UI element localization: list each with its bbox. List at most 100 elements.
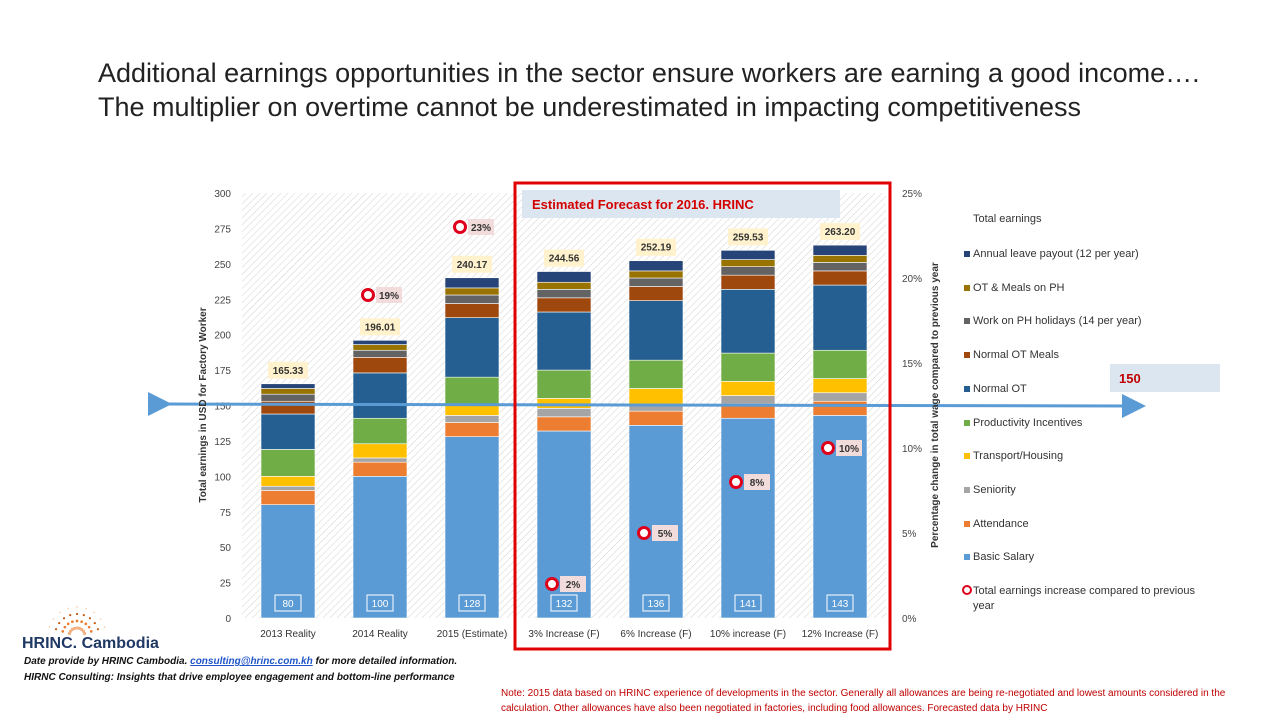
bar-segment [444, 294, 500, 304]
bar-segment [352, 349, 408, 358]
y2-tick-label: 10% [902, 444, 922, 455]
logo-dot [71, 620, 74, 624]
bar-segment [352, 461, 408, 477]
logo-dot [77, 626, 82, 630]
y2-tick-label: 25% [902, 189, 922, 200]
y-axis-title: Total earnings in USD for Factory Worker [198, 307, 209, 502]
legend-label: Seniority [973, 483, 1016, 496]
reference-value-box: 150 [1110, 364, 1220, 392]
y-tick-label: 0 [225, 614, 231, 625]
bar-segment [260, 413, 316, 450]
logo-dot [62, 617, 66, 620]
bar-segment [536, 408, 592, 418]
logo-dot [63, 625, 67, 629]
increase-label: 2% [566, 580, 581, 591]
bar-segment [260, 490, 316, 505]
legend-swatch [964, 520, 970, 527]
total-label: 259.53 [733, 232, 764, 243]
legend-item: Normal OT [960, 382, 1210, 412]
logo-dot [58, 621, 61, 625]
logo-dot [93, 611, 95, 614]
increase-label: 19% [379, 291, 399, 302]
bar-segment [536, 297, 592, 313]
bar-segment [812, 349, 868, 379]
base-label-box [642, 594, 670, 612]
forecast-label-text: Estimated Forecast for 2016. HRINC [532, 197, 754, 212]
logo-dot [75, 612, 79, 616]
total-label: 240.17 [457, 260, 488, 271]
bar-segment [628, 260, 684, 272]
bar-segment [812, 255, 868, 263]
logo-dot [87, 625, 91, 629]
bar-segment [352, 476, 408, 619]
logo-dot [75, 626, 79, 630]
bar-segment [720, 274, 776, 290]
y2-tick-label: 20% [902, 274, 922, 285]
y-tick-label: 75 [220, 508, 232, 519]
footer-line-1: Date provide by HRINC Cambodia. consulti… [24, 656, 457, 667]
y2-tick-label: 0% [902, 614, 917, 625]
footer-suffix: for more detailed information. [315, 656, 458, 667]
bar-segment [444, 422, 500, 437]
category-labels: 2013 Reality 2014 Reality 2015 (Estimate) 3… [260, 629, 878, 640]
legend-label: Work on PH holidays (14 per year) [973, 315, 1142, 328]
legend-item: Seniority [960, 483, 1210, 513]
y-tick-label: 125 [214, 437, 231, 448]
legend-item: Normal OT Meals [960, 348, 1210, 378]
category-label: 6% Increase (F) [620, 629, 691, 640]
increase-marker [361, 288, 375, 302]
base-label: 132 [556, 599, 573, 610]
bar-segment [812, 270, 868, 286]
logo-dot [59, 611, 61, 614]
bar-segment [720, 266, 776, 276]
bar-segment [536, 281, 592, 290]
bar-segment [628, 425, 684, 619]
legend-label: Basic Salary [973, 551, 1035, 564]
base-label: 80 [282, 599, 294, 610]
bar-segment [720, 381, 776, 396]
bar-segment [812, 284, 868, 351]
category-label: 2015 (Estimate) [437, 629, 508, 640]
category-label: 2013 Reality [260, 629, 316, 640]
logo-dot [67, 607, 69, 610]
bar-segment [812, 378, 868, 394]
base-label: 128 [464, 599, 481, 610]
logo-dot [69, 613, 72, 617]
y-tick-label: 200 [214, 331, 231, 342]
logo-dot [66, 622, 70, 626]
bar-segment [260, 383, 316, 389]
bar-segment [352, 372, 408, 419]
legend-title: Total earnings [973, 213, 1042, 225]
legend-label: Attendance [973, 517, 1029, 530]
category-label: 3% Increase (F) [528, 629, 599, 640]
y2-axis-title: Percentage change in total wage compared… [930, 262, 941, 548]
increase-label: 10% [839, 444, 859, 455]
footer-email-link[interactable]: consulting@hrinc.com.kh [190, 656, 313, 667]
y-tick-label: 275 [214, 224, 231, 235]
legend-label: Normal OT Meals [973, 349, 1059, 362]
bar-segment [536, 289, 592, 299]
increase-label-box [376, 287, 402, 303]
base-label-box [826, 594, 854, 612]
base-label-box [734, 594, 762, 612]
footer-line-2: HIRNC Consulting: Insights that drive em… [24, 672, 455, 683]
y-tick-label: 50 [220, 543, 232, 554]
increase-label-box [652, 525, 678, 541]
bar-segment [628, 300, 684, 361]
bar-segment [444, 405, 500, 416]
bar-segment [536, 311, 592, 371]
legend-label: Transport/Housing [973, 450, 1064, 463]
legend-swatch [964, 284, 970, 291]
bar-segment [720, 259, 776, 267]
bar-segment [444, 287, 500, 296]
y-tick-label: 25 [220, 579, 232, 590]
bar-segment [812, 392, 868, 402]
bar-segment [812, 262, 868, 272]
reference-value: 150 [1119, 371, 1141, 386]
legend-label: Annual leave payout (12 per year) [973, 248, 1139, 260]
logo-dot [88, 617, 92, 620]
bar-segment [720, 395, 776, 405]
bar-segment [352, 457, 408, 463]
legend-item: Productivity Incentives [960, 416, 1210, 446]
bar-segment [720, 417, 776, 619]
